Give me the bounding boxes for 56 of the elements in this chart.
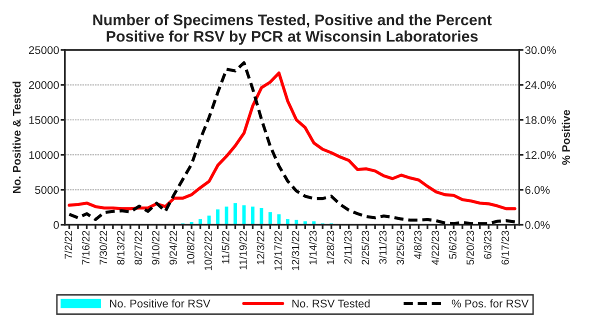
x-tick-label: 6/17/23 [501,230,509,265]
y2-axis-title: % Positive [562,110,570,165]
chart-title: Number of Specimens Tested, Positive and the Percent Positive for RSV by PCR at Wisconsin Laboratories [93,14,492,45]
x-tick-label: 4/8/23 [414,230,422,260]
y2-tick-label: 0.0% [525,221,550,229]
x-tick-label: 7/30/22 [99,230,108,265]
bar [258,206,265,225]
y2-tick-label: 30.0% [525,46,556,54]
x-tick-label: 10/22/22 [204,230,212,270]
x-tick-label: 11/19/22 [239,230,247,270]
x-tick-label: 2/25/23 [361,230,370,265]
y2-tick-label: 12.0% [526,151,556,159]
bar [284,218,291,225]
x-tick-label: 5/6/23 [448,230,456,259]
y-tick-label: 25000 [29,46,59,54]
x-tick-label: 9/10/22 [152,230,160,265]
bar [197,218,204,225]
y2-tick-label: 24.0% [525,81,556,90]
bar [302,220,308,225]
x-tick-label: 9/24/22 [169,230,177,265]
y2-tick-label: 6.0% [525,186,550,194]
bar [240,204,248,225]
bar [276,212,282,225]
legend-label: No. Positive for RSV [110,299,210,308]
x-tick-label: 6/3/23 [484,230,492,259]
x-tick-label: 12/31/22 [292,230,300,270]
legend-label: No. RSV Tested [292,299,370,308]
x-tick-label: 7/2/22 [64,230,72,259]
x-tick-label: 8/27/22 [134,230,142,265]
y2-tick-label: 18.0% [526,116,556,124]
y-tick-label: 0 [54,221,59,229]
x-tick-label: 12/17/22 [274,230,282,270]
x-tick-label: 1/14/23 [309,230,317,264]
bar [223,205,230,225]
x-tick-label: 8/13/22 [116,230,124,265]
x-tick-label: 3/25/23 [396,230,404,265]
y-tick-label: 20000 [29,81,59,90]
x-tick-label: 7/16/22 [82,230,90,265]
x-tick-label: 12/3/22 [256,230,264,264]
y-axis-title: No. Positive & Tested [12,82,21,194]
x-tick-label: 5/20/23 [466,230,474,265]
x-tick-label: 1/28/23 [326,230,334,264]
bar [214,208,221,225]
legend-label: % Pos. for RSV [452,299,529,308]
y-tick-label: 15000 [29,116,59,124]
x-tick-label: 11/5/22 [222,230,230,264]
y-tick-label: 10000 [29,151,59,159]
bar [232,202,238,225]
x-tick-label: 2/11/23 [344,230,352,264]
x-tick-label: 4/22/23 [431,230,439,265]
x-tick-label: 3/11/23 [378,230,387,264]
bar [206,214,212,225]
y-tick-label: 5000 [35,186,59,194]
x-tick-label: 10/8/22 [186,230,194,264]
bar [267,210,274,225]
bar [250,205,256,225]
